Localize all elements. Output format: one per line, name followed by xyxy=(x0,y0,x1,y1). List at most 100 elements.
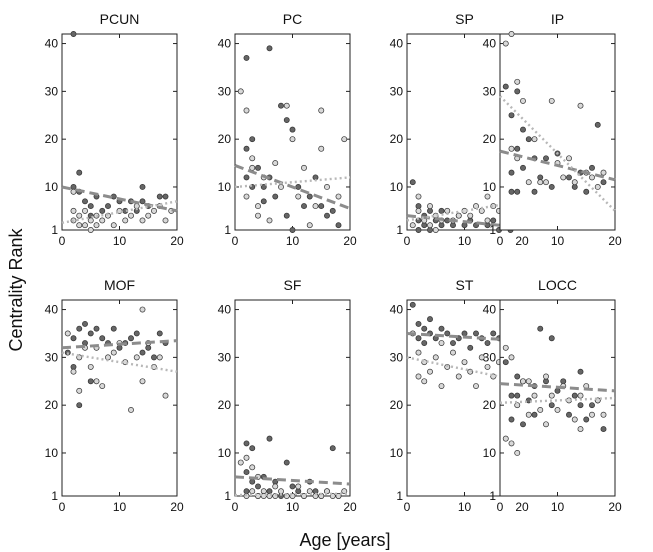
trend-line-dotted xyxy=(234,176,351,189)
x-tick-label: 20 xyxy=(515,234,529,248)
data-point xyxy=(600,411,607,418)
data-point xyxy=(531,188,538,195)
x-tick-label: 10 xyxy=(458,234,472,248)
data-point xyxy=(318,145,325,152)
data-point xyxy=(295,193,302,200)
x-tick-label: 0 xyxy=(59,234,66,248)
data-point xyxy=(64,330,71,337)
data-point xyxy=(450,349,456,356)
data-point xyxy=(110,222,117,229)
data-point xyxy=(415,207,422,214)
data-point xyxy=(427,203,433,210)
data-point xyxy=(543,155,549,162)
data-point xyxy=(438,325,445,332)
data-point xyxy=(289,136,296,143)
data-point xyxy=(432,227,439,233)
data-point xyxy=(531,136,538,143)
data-point xyxy=(324,212,330,219)
data-point xyxy=(514,88,521,95)
data-point xyxy=(289,227,296,233)
data-point xyxy=(162,392,169,399)
trend-line-dotted xyxy=(499,396,616,404)
data-point xyxy=(243,454,250,461)
data-point xyxy=(87,227,94,233)
data-point xyxy=(514,78,521,85)
data-point xyxy=(548,392,555,399)
x-tick-label: 10 xyxy=(113,234,127,248)
data-point xyxy=(255,483,261,490)
data-point xyxy=(421,325,428,332)
panel-title: LOCC xyxy=(538,277,577,293)
data-point xyxy=(560,378,567,385)
x-tick-label: 0 xyxy=(232,500,239,514)
data-point xyxy=(461,359,468,366)
data-point xyxy=(335,193,342,200)
data-point xyxy=(427,368,433,375)
data-point xyxy=(508,392,515,399)
trend-line-dashed xyxy=(61,185,178,213)
data-point xyxy=(560,174,567,181)
data-point xyxy=(508,31,515,37)
data-point xyxy=(255,212,261,219)
data-point xyxy=(93,325,100,332)
panel-title: SF xyxy=(284,277,302,293)
data-point xyxy=(128,407,134,413)
data-point xyxy=(306,488,313,495)
y-tick-label: 40 xyxy=(218,303,232,317)
data-point xyxy=(255,203,261,210)
data-point xyxy=(438,222,445,229)
data-point xyxy=(502,40,509,47)
data-point xyxy=(329,445,336,452)
data-point xyxy=(490,330,497,337)
y-tick-label: 40 xyxy=(45,37,59,51)
data-point xyxy=(249,445,256,452)
data-point xyxy=(156,354,163,361)
panel-title: PC xyxy=(283,11,302,27)
y-tick-label: 1 xyxy=(396,223,403,237)
data-point xyxy=(145,344,152,351)
data-point xyxy=(409,179,416,186)
data-point xyxy=(243,440,250,447)
data-point xyxy=(450,340,456,346)
y-tick-label: 10 xyxy=(45,180,59,194)
data-point xyxy=(427,227,433,233)
y-tick-label: 20 xyxy=(483,132,497,146)
x-tick-label: 20 xyxy=(515,500,529,514)
data-point xyxy=(278,184,284,190)
data-point xyxy=(577,368,584,375)
data-point xyxy=(82,207,88,214)
panel-locc: LOCC 1 10 20 30 40 0 10 20 xyxy=(483,277,622,514)
data-point xyxy=(415,349,422,356)
data-point xyxy=(571,416,578,423)
x-tick-label: 10 xyxy=(551,234,565,248)
y-tick-label: 30 xyxy=(218,84,232,98)
data-point xyxy=(301,203,307,210)
data-point xyxy=(243,193,250,200)
data-point xyxy=(145,212,152,219)
data-point xyxy=(589,411,595,418)
data-point xyxy=(514,402,521,409)
data-point xyxy=(306,193,313,200)
data-point xyxy=(537,179,544,186)
data-point xyxy=(525,411,532,418)
x-tick-label: 20 xyxy=(343,500,357,514)
data-point xyxy=(467,344,474,351)
y-tick-label: 10 xyxy=(390,180,404,194)
data-point xyxy=(335,222,342,229)
trend-line-dashed xyxy=(499,382,616,393)
data-point xyxy=(548,402,555,409)
data-point xyxy=(600,169,607,176)
data-point xyxy=(70,207,77,214)
data-point xyxy=(548,184,555,190)
data-point xyxy=(508,440,515,447)
data-point xyxy=(318,107,325,114)
y-tick-label: 10 xyxy=(218,180,232,194)
data-point xyxy=(87,363,94,370)
data-point xyxy=(243,54,250,61)
y-tick-label: 30 xyxy=(45,350,59,364)
data-point xyxy=(508,188,515,195)
data-point xyxy=(473,203,479,210)
data-point xyxy=(450,222,456,229)
data-point xyxy=(243,488,250,495)
